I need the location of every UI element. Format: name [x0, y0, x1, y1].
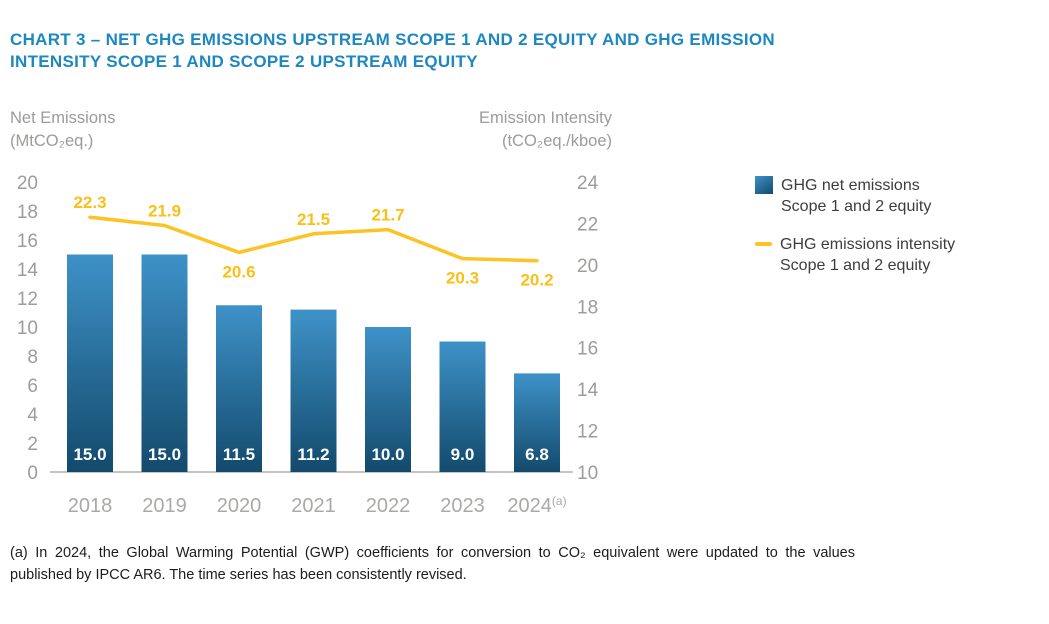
- line-value-label: 20.2: [520, 271, 553, 290]
- line-value-label: 20.3: [446, 269, 479, 288]
- left-tick-label: 0: [27, 463, 38, 484]
- right-tick-label: 14: [577, 380, 599, 401]
- bar-value-label: 15.0: [73, 445, 106, 464]
- left-axis-unit: (MtCO₂eq.): [10, 131, 94, 150]
- footnote: (a) In 2024, the Global Warming Potentia…: [10, 545, 855, 583]
- line-value-label: 22.3: [73, 193, 106, 212]
- bar-2023: [439, 341, 486, 472]
- line-value-label: 21.5: [297, 210, 330, 229]
- x-axis-label-2022: 2022: [366, 495, 411, 517]
- line-value-label: 21.9: [148, 202, 181, 221]
- left-axis-title-text: Net Emissions: [10, 109, 116, 127]
- x-axis-label-2020: 2020: [217, 495, 262, 517]
- legend-item-net-emissions: GHG net emissions Scope 1 and 2 equity: [755, 175, 1005, 217]
- legend-swatch-bar: [755, 176, 773, 194]
- bar-value-label: 9.0: [451, 445, 475, 464]
- chart-title: CHART 3 – NET GHG EMISSIONS UPSTREAM SCO…: [10, 29, 990, 73]
- chart-title-line: CHART 3 – NET GHG EMISSIONS UPSTREAM SCO…: [10, 30, 775, 49]
- bar-value-label: 11.5: [223, 445, 255, 464]
- legend: GHG net emissions Scope 1 and 2 equity G…: [755, 175, 1005, 276]
- legend-item-text: GHG emissions intensity Scope 1 and 2 eq…: [780, 234, 955, 276]
- right-axis-title-text: Emission Intensity: [479, 109, 612, 127]
- left-tick-label: 12: [17, 289, 38, 310]
- x-axis-label-2019: 2019: [142, 495, 187, 517]
- bar-2018: [67, 254, 113, 472]
- x-axis-label-2024: 2024(a): [507, 494, 566, 517]
- bar-2024: [514, 373, 560, 472]
- legend-label-line: GHG emissions intensity: [780, 236, 956, 253]
- bar-2022: [365, 327, 411, 472]
- legend-label-line: Scope 1 and 2 equity: [781, 198, 932, 215]
- intensity-line: [88, 215, 539, 263]
- bar-value-label: 10.0: [371, 445, 404, 464]
- right-tick-label: 16: [577, 339, 598, 360]
- legend-item-text: GHG net emissions Scope 1 and 2 equity: [781, 175, 931, 217]
- left-tick-label: 6: [27, 376, 38, 397]
- chart-title-line: INTENSITY SCOPE 1 AND SCOPE 2 UPSTREAM E…: [10, 52, 478, 71]
- x-axis-label-2018: 2018: [68, 495, 113, 517]
- x-axis-label-2021: 2021: [291, 495, 336, 517]
- combo-chart: 02468101214161820101214161820222415.0201…: [17, 173, 599, 517]
- legend-label-line: Scope 1 and 2 equity: [780, 257, 931, 274]
- left-tick-label: 14: [17, 260, 39, 281]
- left-tick-label: 4: [27, 405, 38, 426]
- left-tick-label: 10: [17, 318, 38, 339]
- bar-value-label: 6.8: [525, 445, 549, 464]
- right-tick-label: 20: [577, 256, 598, 277]
- left-tick-label: 16: [17, 231, 38, 252]
- legend-label-line: GHG net emissions: [781, 177, 920, 194]
- left-tick-label: 8: [27, 347, 38, 368]
- legend-swatch-line: [755, 242, 772, 246]
- right-tick-label: 22: [577, 214, 598, 235]
- bar-2021: [290, 309, 337, 472]
- right-tick-label: 18: [577, 297, 598, 318]
- right-axis-title: Emission Intensity (tCO₂eq./kboe): [392, 107, 612, 152]
- legend-item-emissions-intensity: GHG emissions intensity Scope 1 and 2 eq…: [755, 234, 1005, 276]
- left-axis-title: Net Emissions (MtCO₂eq.): [10, 107, 115, 152]
- line-value-label: 21.7: [371, 206, 404, 225]
- right-tick-label: 10: [577, 463, 598, 484]
- bar-value-label: 15.0: [148, 445, 181, 464]
- right-tick-label: 24: [577, 173, 599, 194]
- left-tick-label: 18: [17, 202, 38, 223]
- line-value-label: 20.6: [222, 262, 255, 281]
- left-tick-label: 20: [17, 173, 38, 194]
- bar-2020: [216, 305, 262, 472]
- left-tick-label: 2: [27, 434, 38, 455]
- x-axis-label-2023: 2023: [440, 495, 485, 517]
- right-tick-label: 12: [577, 422, 598, 443]
- right-axis-unit: (tCO₂eq./kboe): [501, 131, 612, 150]
- bar-2019: [141, 254, 188, 472]
- bar-value-label: 11.2: [297, 445, 329, 464]
